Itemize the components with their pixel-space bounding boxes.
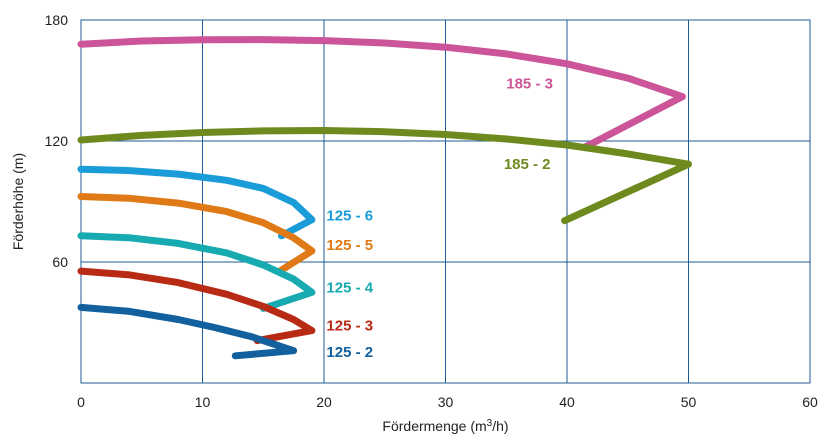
series-labels: 185 - 3 185 - 2 125 - 6 125 - 5 125 - 4 125 -… — [326, 76, 553, 361]
series-label: 185 - 3 — [506, 76, 553, 93]
series-line — [77, 267, 316, 345]
x-tick-label: 20 — [316, 394, 332, 410]
y-axis-ticks: 60 120 180 — [45, 12, 69, 270]
y-tick-label: 60 — [52, 254, 68, 270]
series-label: 185 - 2 — [504, 156, 551, 173]
series-line — [77, 303, 298, 360]
series-line — [77, 193, 316, 274]
series-line — [77, 165, 316, 240]
series-line — [77, 232, 316, 312]
x-tick-label: 50 — [681, 394, 697, 410]
x-tick-label: 30 — [438, 394, 454, 410]
x-tick-label: 60 — [802, 394, 818, 410]
x-axis-ticks: 0 10 20 30 40 50 60 — [77, 394, 818, 410]
series-label: 125 - 5 — [326, 237, 373, 254]
series-label: 125 - 3 — [326, 318, 373, 335]
series-label: 125 - 2 — [326, 344, 373, 361]
series-line — [77, 36, 686, 151]
x-tick-label: 10 — [195, 394, 211, 410]
y-tick-label: 120 — [45, 133, 69, 149]
series-curves — [77, 36, 692, 360]
x-axis-title-prefix: Fördermenge (m — [382, 418, 486, 434]
series-label: 125 - 6 — [326, 208, 373, 225]
x-axis-title-suffix: /h) — [492, 418, 508, 434]
x-axis-title-sup: 3 — [487, 418, 493, 429]
x-tick-label: 40 — [559, 394, 575, 410]
grid — [81, 20, 810, 383]
y-tick-label: 180 — [45, 12, 69, 28]
x-axis-title: Fördermenge (m3/h) — [382, 418, 508, 435]
y-axis-title: Förderhöhe (m) — [10, 153, 26, 250]
series-line — [77, 127, 692, 225]
x-tick-label: 0 — [77, 394, 85, 410]
plot-frame — [80, 19, 811, 384]
series-label: 125 - 4 — [326, 279, 373, 296]
